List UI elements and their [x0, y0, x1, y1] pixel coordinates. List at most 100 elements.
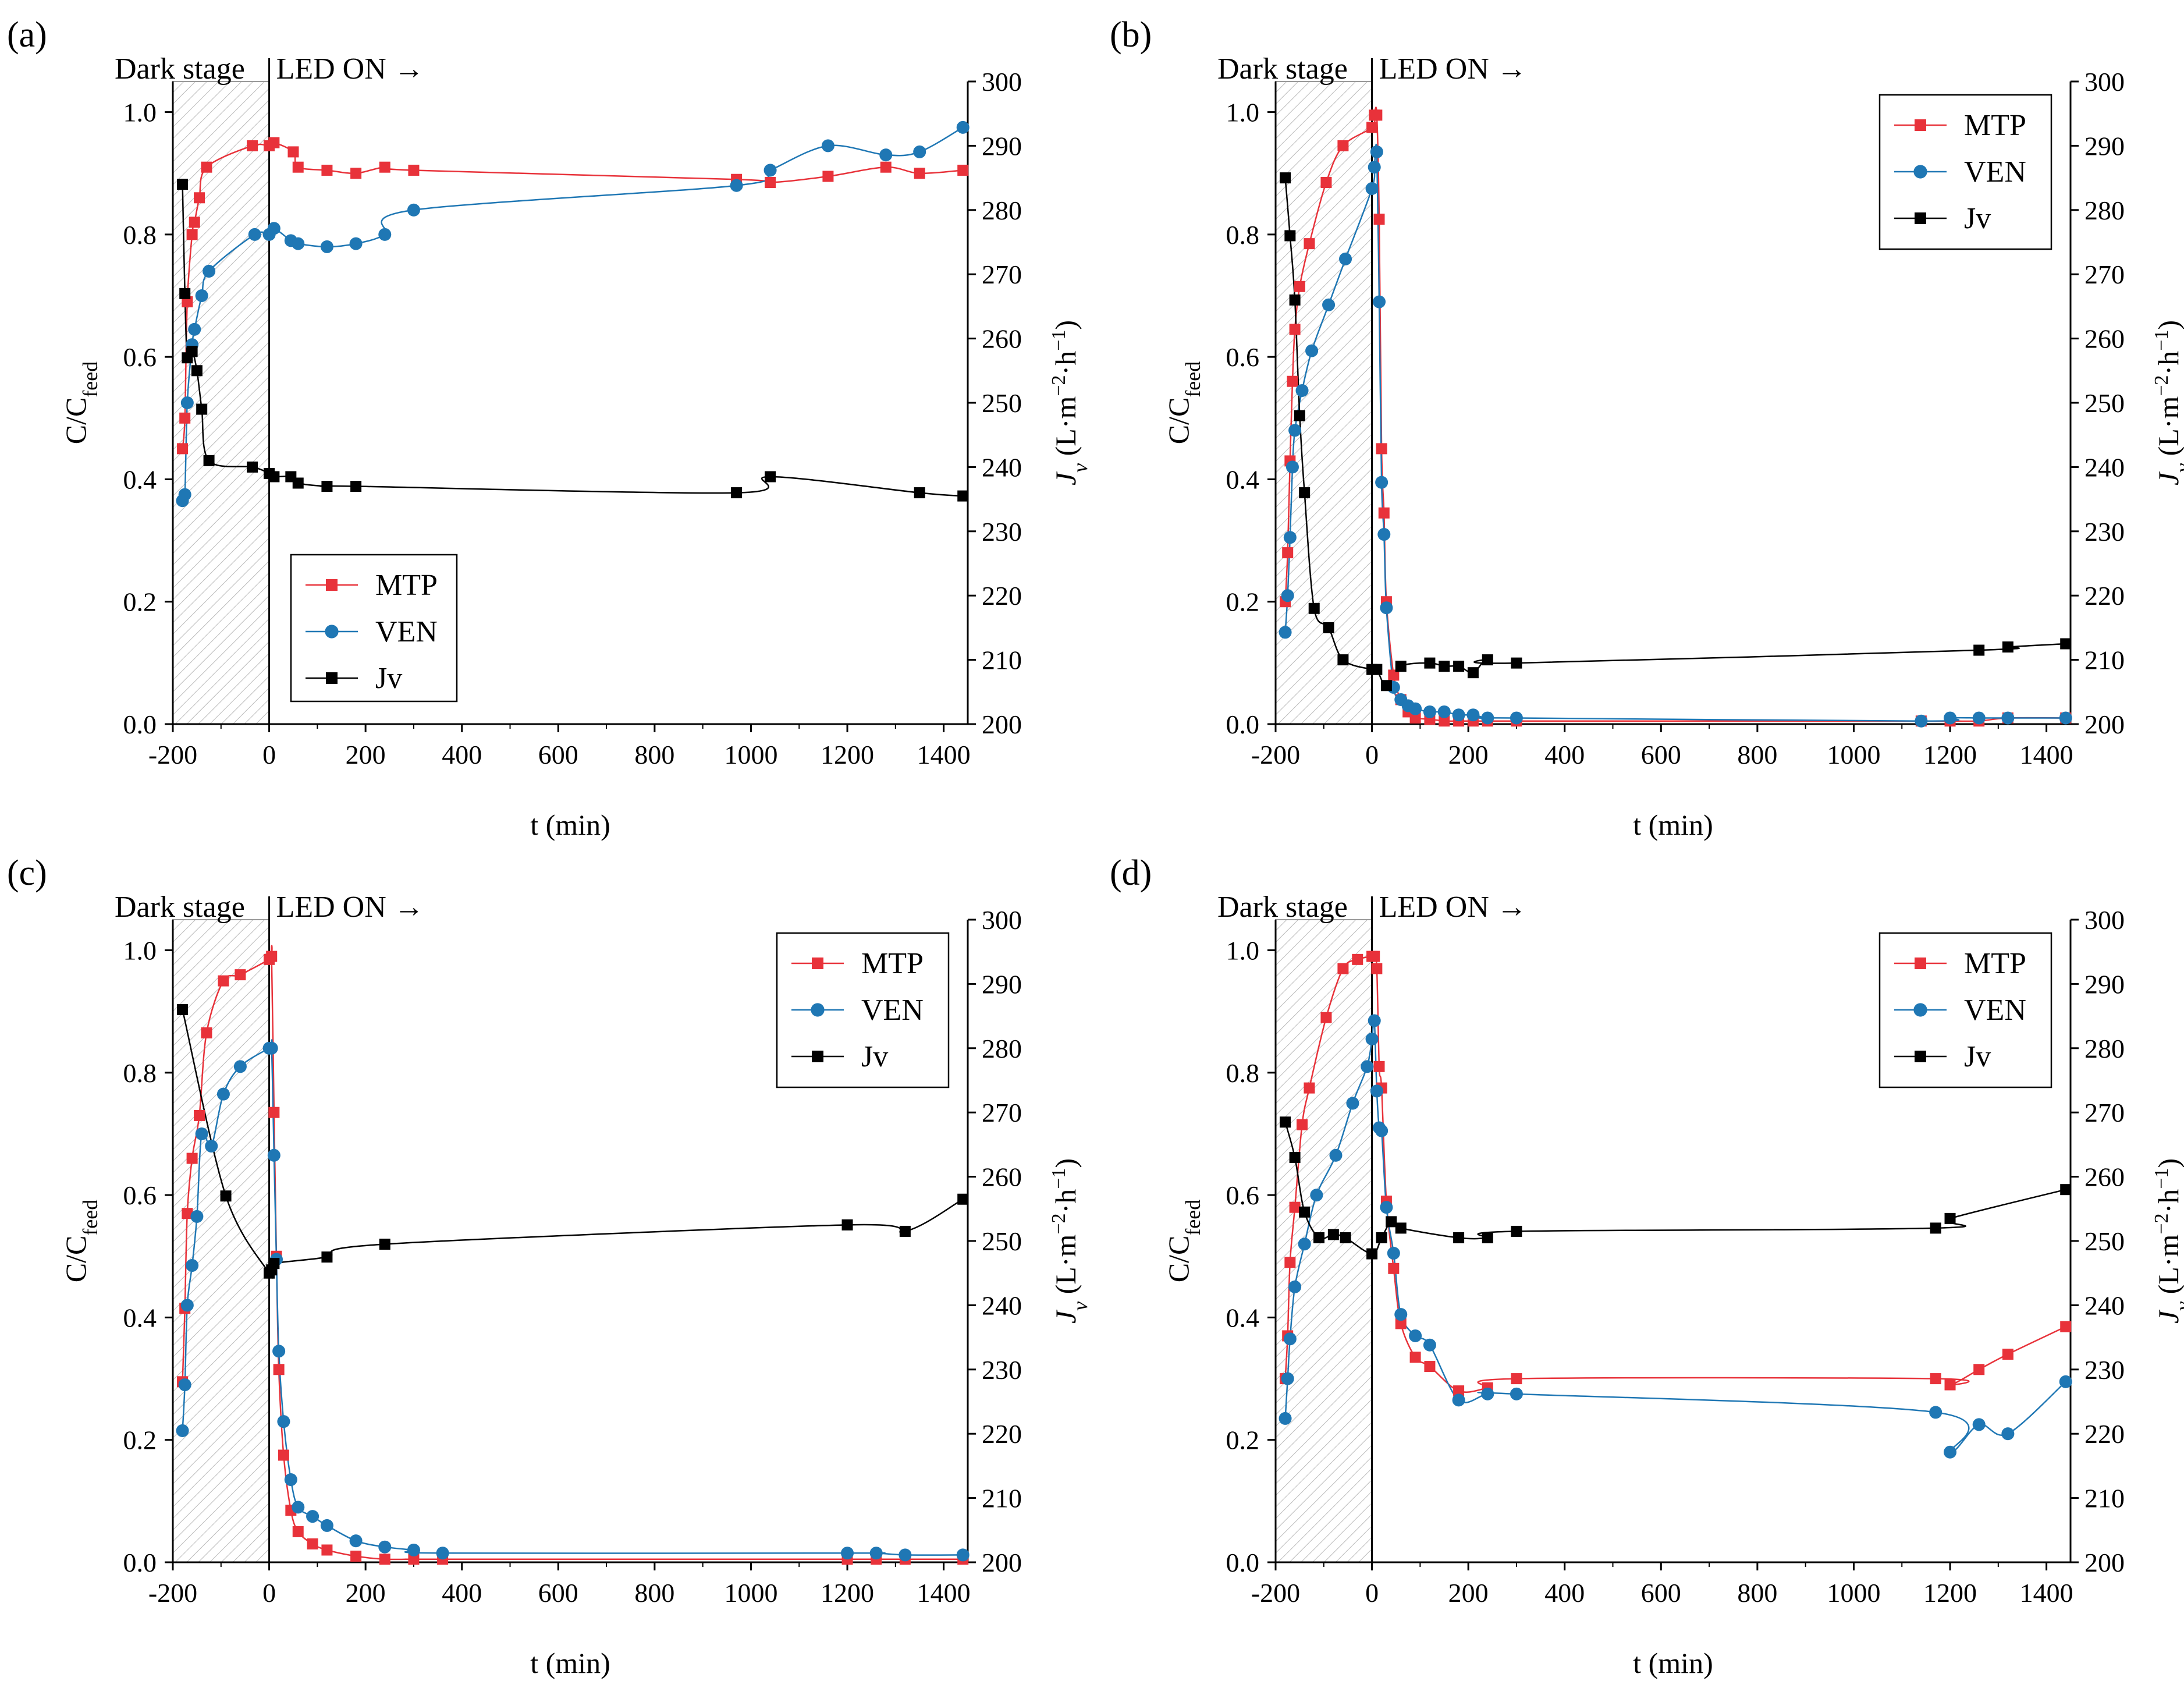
data-point-mtp	[1366, 122, 1378, 133]
legend: MTP VEN Jv	[290, 554, 458, 703]
data-point-mtp	[189, 217, 200, 228]
y-right-tick-label: 300	[2084, 905, 2125, 935]
y-left-tick-label: 0.6	[123, 342, 157, 372]
data-point-jv	[321, 1251, 333, 1263]
panel-c: -200 0 200 400 600 800 1000 1200 1400 0.0 0.2 0.4 0.…	[7, 853, 1092, 1679]
y-right-tick-label: 210	[2084, 646, 2125, 675]
y-left-tick-label: 0.2	[1226, 587, 1260, 617]
data-point-ven	[267, 1148, 280, 1162]
data-point-ven	[899, 1548, 912, 1562]
data-point-ven	[267, 222, 280, 235]
data-point-jv	[1299, 1206, 1311, 1218]
y-right-tick-label: 250	[2084, 388, 2125, 418]
data-point-jv	[1284, 230, 1296, 242]
data-point-mtp	[1395, 1318, 1407, 1329]
x-tick-label: 800	[1737, 1578, 1777, 1608]
data-point-ven	[1387, 1247, 1400, 1260]
panel-a: -200 0 200 400 600 800 1000 1200 1400 0.0 0.2 0.4 0.…	[7, 15, 1092, 841]
x-tick-label: 1000	[724, 740, 777, 769]
data-point-ven	[180, 396, 194, 410]
data-point-mtp	[1337, 140, 1349, 151]
x-tick-label: 800	[634, 740, 674, 769]
data-point-ven	[306, 1510, 319, 1523]
x-tick-label: 400	[1544, 740, 1585, 769]
legend-marker-jv	[326, 672, 338, 684]
data-point-jv	[268, 471, 280, 483]
data-point-ven	[186, 1259, 199, 1272]
x-tick-label: 200	[1448, 740, 1489, 769]
series-line-mtp	[182, 141, 963, 449]
data-point-jv	[292, 477, 304, 489]
data-point-ven	[1285, 460, 1299, 474]
y-left-tick-label: 0.8	[123, 1058, 157, 1088]
data-point-ven	[1279, 626, 1292, 639]
x-tick-label: 800	[1737, 740, 1777, 769]
y-left-tick-label: 1.0	[123, 98, 157, 127]
data-point-ven	[216, 1087, 230, 1101]
data-point-jv	[1327, 1229, 1339, 1240]
y-left-tick-label: 0.2	[123, 587, 157, 617]
series-markers-jv	[1280, 1116, 2072, 1260]
x-tick-label: 600	[538, 1578, 578, 1608]
y-right-tick-label: 290	[2084, 131, 2125, 161]
data-point-mtp	[1424, 1361, 1436, 1373]
series-markers-ven	[176, 120, 970, 508]
data-point-ven	[1437, 705, 1451, 718]
data-point-ven	[190, 1210, 204, 1223]
x-tick-label: 1400	[2020, 1578, 2073, 1608]
y-right-tick-label: 250	[982, 388, 1022, 418]
data-point-jv	[1424, 657, 1436, 669]
data-point-ven	[1281, 1372, 1294, 1385]
dark-stage-label: Dark stage	[115, 52, 245, 86]
x-tick-label: -200	[148, 740, 197, 769]
y-right-tick-label: 200	[2084, 1548, 2125, 1577]
data-point-ven	[1283, 531, 1297, 544]
y-right-tick-label: 220	[982, 1419, 1022, 1449]
legend-label-jv: Jv	[375, 662, 402, 695]
legend-label-jv: Jv	[1964, 1040, 1991, 1073]
data-point-jv	[957, 1193, 969, 1205]
panel-label: (c)	[7, 853, 47, 893]
data-point-mtp	[1352, 953, 1363, 965]
data-point-ven	[763, 164, 777, 177]
data-point-mtp	[957, 164, 969, 176]
data-point-mtp	[247, 140, 258, 151]
data-point-ven	[1361, 1060, 1374, 1073]
data-point-ven	[1372, 295, 1386, 308]
data-point-ven	[1466, 708, 1480, 722]
data-point-ven	[1380, 601, 1393, 615]
series-line-ven	[182, 126, 964, 504]
y-right-tick-label: 280	[2084, 196, 2125, 225]
data-point-ven	[1375, 1124, 1388, 1137]
data-point-mtp	[278, 1449, 289, 1461]
legend-marker-mtp	[1915, 958, 1926, 969]
x-tick-label: 1000	[1827, 740, 1880, 769]
y-left-axis-title: C/Cfeed	[1162, 1200, 1205, 1283]
legend-label-ven: VEN	[375, 615, 438, 648]
data-point-ven	[1288, 424, 1302, 437]
series-line-mtp	[182, 945, 963, 1561]
data-point-mtp	[321, 1544, 333, 1556]
data-point-mtp	[307, 1538, 318, 1549]
data-point-ven	[349, 1534, 363, 1548]
y-right-tick-label: 270	[2084, 1098, 2125, 1127]
data-point-jv	[1280, 1116, 1291, 1128]
data-point-mtp	[1289, 1201, 1301, 1213]
data-point-mtp	[1320, 1012, 1332, 1023]
data-point-mtp	[268, 1107, 280, 1118]
legend-label-mtp: MTP	[1964, 109, 2026, 142]
data-point-mtp	[1294, 281, 1305, 292]
data-point-jv	[247, 461, 258, 473]
data-point-jv	[350, 481, 362, 492]
data-point-ven	[203, 264, 216, 278]
data-point-ven	[841, 1547, 854, 1560]
data-point-ven	[1972, 1418, 1986, 1431]
x-tick-label: 600	[538, 740, 578, 769]
data-point-ven	[913, 145, 926, 158]
data-point-jv	[731, 487, 743, 499]
led-on-label: LED ON →	[1379, 52, 1527, 86]
y-right-tick-label: 260	[2084, 1162, 2125, 1192]
data-point-ven	[1423, 705, 1436, 718]
data-point-ven	[1380, 1201, 1393, 1214]
y-right-tick-label: 240	[982, 452, 1022, 482]
